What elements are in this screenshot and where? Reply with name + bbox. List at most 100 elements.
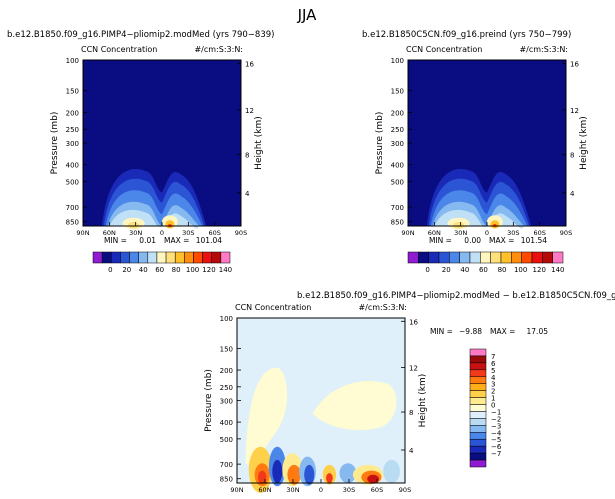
- colorbar-box: [469, 425, 487, 433]
- y-tick-label: 850: [391, 219, 404, 227]
- colorbar-label: 120: [533, 266, 546, 274]
- colorbar-box: [469, 459, 487, 468]
- stats-min-value: 0.00: [464, 236, 481, 245]
- colorbar-box: [174, 251, 185, 264]
- colorbar-box: [184, 251, 194, 264]
- y-right-tick-label: 4: [245, 190, 250, 198]
- colorbar-box: [111, 251, 121, 264]
- x-tick-label: 60S: [533, 229, 545, 237]
- y-tick-label: 200: [391, 109, 404, 117]
- colorbar-box: [449, 251, 460, 264]
- colorbar-label: 1: [491, 395, 495, 403]
- y-right-tick-label: 12: [409, 365, 418, 373]
- colorbar-label: −4: [491, 429, 502, 437]
- stats-min-label: MIN =: [430, 327, 453, 336]
- colorbar-box: [211, 251, 222, 264]
- y-tick-label: 850: [220, 476, 233, 484]
- colorbar-label: 6: [491, 360, 496, 368]
- x-tick-label: 60S: [208, 229, 220, 237]
- x-tick-label: 30S: [507, 229, 519, 237]
- x-tick-label: 30S: [343, 486, 355, 494]
- field-blob: [383, 459, 400, 484]
- x-tick-label: 0: [485, 229, 489, 237]
- colorbar-box: [220, 251, 231, 264]
- stats-max-label: MAX =: [164, 236, 189, 245]
- stats-min-label: MIN =: [429, 236, 452, 245]
- x-tick-label: 60S: [371, 486, 383, 494]
- colorbar-box: [469, 348, 487, 357]
- colorbar-label: −6: [491, 443, 502, 451]
- stats-max-value: 101.54: [521, 236, 547, 245]
- field-blob: [258, 470, 267, 484]
- colorbar-label: 20: [442, 266, 451, 274]
- x-tick-label: 60N: [428, 229, 441, 237]
- field-name-label: CCN Concentration: [406, 45, 482, 54]
- y-tick-label: 700: [391, 204, 404, 212]
- y-tick-label: 150: [220, 345, 233, 353]
- field-name-label: CCN Concentration: [235, 303, 311, 312]
- colorbar-label: 60: [479, 266, 488, 274]
- colorbar-label: 60: [155, 266, 164, 274]
- y-tick-label: 200: [66, 109, 79, 117]
- x-tick-label: 60N: [258, 486, 271, 494]
- y-tick-label: 500: [391, 179, 404, 187]
- colorbar-box: [469, 390, 487, 398]
- colorbar-label: 0: [425, 266, 429, 274]
- y-right-axis-label: Height (km): [418, 374, 428, 428]
- y-tick-label: 400: [391, 162, 404, 170]
- colorbar-label: −3: [491, 422, 501, 430]
- field-hotspot: [453, 221, 465, 229]
- colorbar-label: 0: [108, 266, 112, 274]
- colorbar-label: 120: [202, 266, 215, 274]
- y-tick-label: 400: [220, 419, 233, 427]
- colorbar-box: [469, 355, 487, 364]
- colorbar-box: [469, 251, 481, 264]
- y-right-axis-label: Height (km): [579, 116, 589, 170]
- field-blob: [304, 464, 315, 485]
- y-right-tick-label: 8: [570, 152, 574, 160]
- x-tick-label: 30S: [182, 229, 194, 237]
- y-right-tick-label: 8: [409, 409, 413, 417]
- y-tick-label: 200: [220, 367, 233, 375]
- colorbar-box: [552, 251, 564, 264]
- colorbar-label: 40: [460, 266, 469, 274]
- y-tick-label: 500: [220, 436, 233, 444]
- y-axis-label: Pressure (mb): [204, 369, 214, 432]
- colorbar-label: −5: [491, 436, 501, 444]
- colorbar-label: 100: [514, 266, 527, 274]
- colorbar-box: [418, 251, 429, 264]
- colorbar-box: [469, 404, 487, 412]
- panel-title: b.e12.B1850.f09_g16.PIMP4−pliomip2.modMe…: [297, 291, 615, 301]
- y-right-tick-label: 16: [570, 60, 579, 68]
- colorbar-box: [101, 251, 112, 264]
- colorbar-box: [469, 418, 487, 426]
- colorbar-box: [542, 251, 553, 264]
- y-tick-label: 100: [391, 57, 404, 65]
- colorbar-label: 7: [491, 353, 495, 361]
- colorbar-box: [469, 432, 487, 440]
- y-tick-label: 100: [66, 57, 79, 65]
- colorbar-box: [469, 362, 487, 371]
- colorbar-box: [480, 251, 491, 264]
- colorbar-label: 2: [491, 388, 495, 396]
- x-tick-label: 90N: [401, 229, 414, 237]
- y-tick-label: 300: [66, 140, 79, 148]
- y-right-tick-label: 12: [570, 107, 579, 115]
- colorbar-label: −7: [491, 450, 501, 458]
- stats-max-value: 17.05: [527, 327, 549, 336]
- colorbar-label: 0: [491, 402, 495, 410]
- colorbar-box: [469, 369, 487, 378]
- y-tick-label: 700: [66, 204, 79, 212]
- field-blob: [326, 473, 333, 483]
- field-contour-band: [245, 367, 288, 470]
- field-name-label: CCN Concentration: [81, 45, 157, 54]
- field-blob: [339, 463, 357, 483]
- colorbar-box: [490, 251, 502, 264]
- field-blob: [272, 459, 283, 484]
- colorbar-box: [129, 251, 139, 264]
- y-right-tick-label: 16: [245, 60, 254, 68]
- panel-title: b.e12.B1850C5CN.f09_g16.preind (yrs 750−…: [362, 30, 571, 40]
